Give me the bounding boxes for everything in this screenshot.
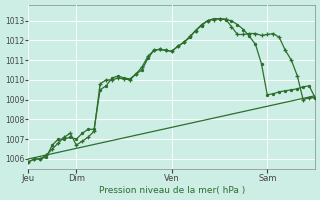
X-axis label: Pression niveau de la mer( hPa ): Pression niveau de la mer( hPa ) (99, 186, 245, 195)
